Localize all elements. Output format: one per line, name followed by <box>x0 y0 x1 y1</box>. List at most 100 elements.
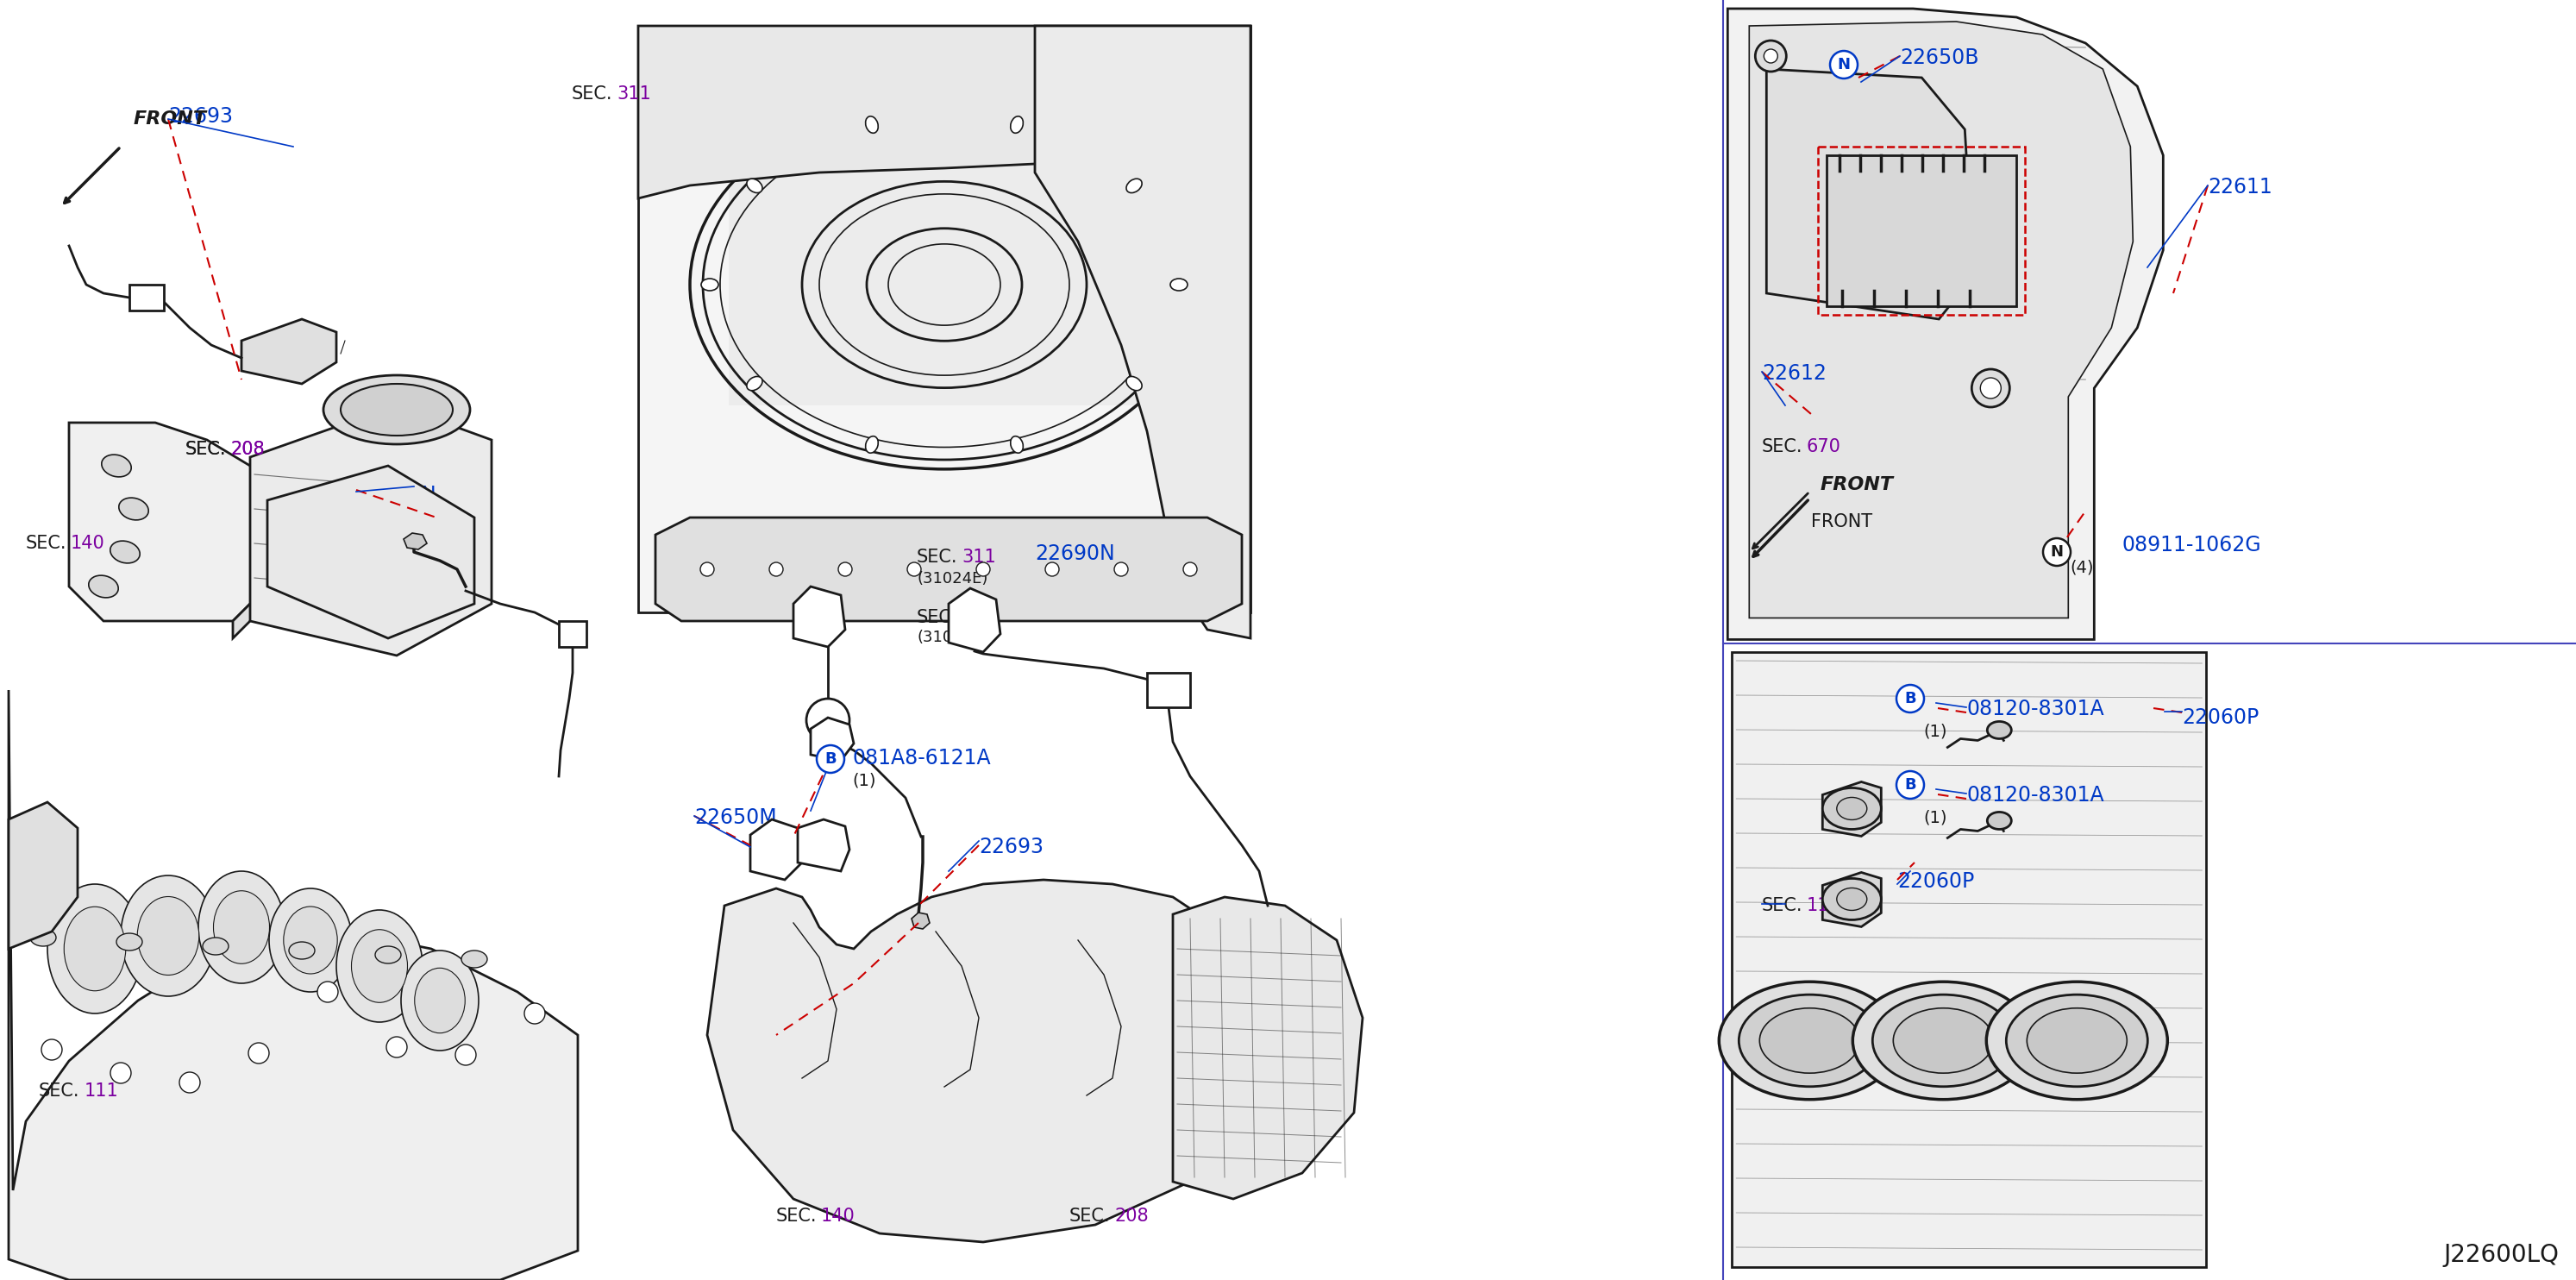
Polygon shape <box>1824 873 1880 927</box>
Polygon shape <box>70 422 283 621</box>
Ellipse shape <box>121 876 216 996</box>
Text: 670: 670 <box>1806 438 1842 456</box>
Text: FRONT: FRONT <box>1819 476 1893 493</box>
Circle shape <box>1829 51 1857 78</box>
Text: J22600LQ: J22600LQ <box>2442 1243 2558 1267</box>
Polygon shape <box>1172 897 1363 1199</box>
Ellipse shape <box>1718 982 1901 1100</box>
Ellipse shape <box>1986 982 2166 1100</box>
Ellipse shape <box>1873 995 2014 1087</box>
Circle shape <box>907 562 922 576</box>
Text: SEC.: SEC. <box>1762 438 1803 456</box>
Circle shape <box>1981 378 2002 398</box>
Text: B: B <box>1904 777 1917 792</box>
Text: 208: 208 <box>229 440 265 458</box>
Text: (1): (1) <box>1924 809 1947 826</box>
Circle shape <box>837 562 853 576</box>
Ellipse shape <box>1739 995 1880 1087</box>
Polygon shape <box>559 621 587 646</box>
Ellipse shape <box>268 888 353 992</box>
Text: (4): (4) <box>2069 559 2094 575</box>
Ellipse shape <box>31 929 57 946</box>
Ellipse shape <box>111 541 139 563</box>
Ellipse shape <box>1126 376 1141 390</box>
Text: 110: 110 <box>1806 897 1842 914</box>
Text: 22060P: 22060P <box>1899 872 1973 892</box>
Polygon shape <box>1146 673 1190 708</box>
Ellipse shape <box>1986 722 2012 739</box>
Ellipse shape <box>88 576 118 598</box>
Ellipse shape <box>337 910 422 1023</box>
Text: SEC.: SEC. <box>185 440 227 458</box>
Text: (1): (1) <box>853 772 876 788</box>
Text: 311: 311 <box>961 549 997 566</box>
Circle shape <box>1896 771 1924 799</box>
Circle shape <box>770 562 783 576</box>
Text: 140: 140 <box>70 535 106 552</box>
Ellipse shape <box>1852 982 2035 1100</box>
Polygon shape <box>242 319 337 384</box>
Ellipse shape <box>289 942 314 959</box>
Text: 311: 311 <box>961 609 997 626</box>
Ellipse shape <box>461 951 487 968</box>
Text: (31024E): (31024E) <box>917 571 987 586</box>
Polygon shape <box>654 517 1242 621</box>
Text: SEC.: SEC. <box>26 535 67 552</box>
Ellipse shape <box>116 933 142 951</box>
Ellipse shape <box>1759 1009 1860 1073</box>
Text: 22693: 22693 <box>979 837 1043 858</box>
Text: (31024E): (31024E) <box>917 630 987 645</box>
Text: 22650B: 22650B <box>1901 47 1978 68</box>
Text: SEC.: SEC. <box>572 86 613 102</box>
Circle shape <box>41 1039 62 1060</box>
Polygon shape <box>729 164 1159 406</box>
Circle shape <box>817 745 845 773</box>
Polygon shape <box>793 586 845 646</box>
Polygon shape <box>250 406 492 655</box>
Ellipse shape <box>198 872 283 983</box>
Ellipse shape <box>64 906 126 991</box>
Text: 208: 208 <box>229 440 265 458</box>
Circle shape <box>2043 538 2071 566</box>
Text: 208: 208 <box>1115 1207 1149 1225</box>
Polygon shape <box>799 819 850 872</box>
Text: 140: 140 <box>822 1207 855 1225</box>
Circle shape <box>456 1044 477 1065</box>
Ellipse shape <box>340 384 453 435</box>
Text: SEC.: SEC. <box>1069 1207 1110 1225</box>
Circle shape <box>180 1073 201 1093</box>
Ellipse shape <box>118 498 149 520</box>
Circle shape <box>317 982 337 1002</box>
Ellipse shape <box>325 375 469 444</box>
Polygon shape <box>8 690 577 1280</box>
Polygon shape <box>750 819 801 879</box>
Polygon shape <box>8 803 77 948</box>
Ellipse shape <box>376 946 402 964</box>
Ellipse shape <box>1837 888 1868 910</box>
Text: 311: 311 <box>616 86 652 102</box>
Circle shape <box>1182 562 1198 576</box>
Polygon shape <box>1824 782 1880 836</box>
Text: 22611: 22611 <box>2208 177 2272 197</box>
Text: SEC.: SEC. <box>917 549 958 566</box>
Text: 22693: 22693 <box>167 106 232 127</box>
Text: 22650M: 22650M <box>696 808 778 828</box>
Ellipse shape <box>747 376 762 390</box>
Ellipse shape <box>350 929 407 1002</box>
Polygon shape <box>268 466 474 639</box>
Text: 22690N: 22690N <box>355 485 435 506</box>
Text: (1): (1) <box>1924 723 1947 739</box>
Text: FRONT: FRONT <box>1811 513 1873 530</box>
Polygon shape <box>129 284 165 311</box>
Polygon shape <box>1749 22 2133 618</box>
Ellipse shape <box>2007 995 2148 1087</box>
Circle shape <box>111 1062 131 1083</box>
Ellipse shape <box>283 906 337 974</box>
Text: 081A8-6121A: 081A8-6121A <box>853 748 992 768</box>
Ellipse shape <box>1986 812 2012 829</box>
Circle shape <box>1971 369 2009 407</box>
Bar <box>1826 155 2017 306</box>
Ellipse shape <box>1824 788 1880 829</box>
Text: SEC.: SEC. <box>917 609 958 626</box>
Text: B: B <box>824 751 837 767</box>
